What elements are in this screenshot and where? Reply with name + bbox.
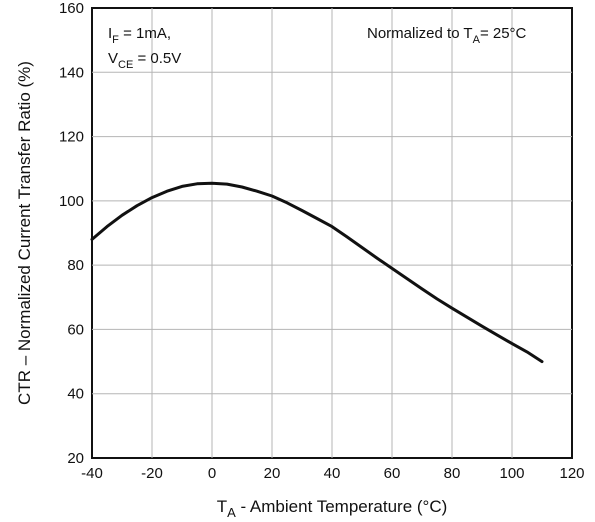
y-tick-label: 60 <box>67 321 84 338</box>
y-tick-label: 120 <box>59 129 84 146</box>
x-axis-title: TA - Ambient Temperature (°C) <box>217 497 448 520</box>
annotation-forward-current: IF = 1mA, <box>108 25 171 46</box>
x-tick-label: -20 <box>141 465 163 482</box>
y-tick-label: 160 <box>59 0 84 17</box>
y-tick-label: 80 <box>67 257 84 274</box>
x-tick-label: 60 <box>384 465 401 482</box>
grid <box>92 8 572 458</box>
y-tick-label: 100 <box>59 193 84 210</box>
x-tick-label: 80 <box>444 465 461 482</box>
x-tick-label: 100 <box>499 465 524 482</box>
y-axis-title: CTR – Normalized Current Transfer Ratio … <box>15 61 34 405</box>
annotation-normalization: Normalized to TA= 25°C <box>367 25 527 46</box>
x-tick-label: 20 <box>264 465 281 482</box>
y-tick-label: 20 <box>67 450 84 467</box>
ticks: -40 -20 0 20 40 60 80 100 120 20 40 60 80 100 120 140 16… <box>59 0 585 482</box>
y-tick-label: 40 <box>67 386 84 403</box>
x-tick-label: 0 <box>208 465 216 482</box>
x-tick-label: 40 <box>324 465 341 482</box>
x-tick-label: 120 <box>559 465 584 482</box>
y-tick-label: 140 <box>59 64 84 81</box>
annotation-vce: VCE = 0.5V <box>108 50 181 71</box>
ctr-curve <box>90 181 544 364</box>
x-tick-label: -40 <box>81 465 103 482</box>
